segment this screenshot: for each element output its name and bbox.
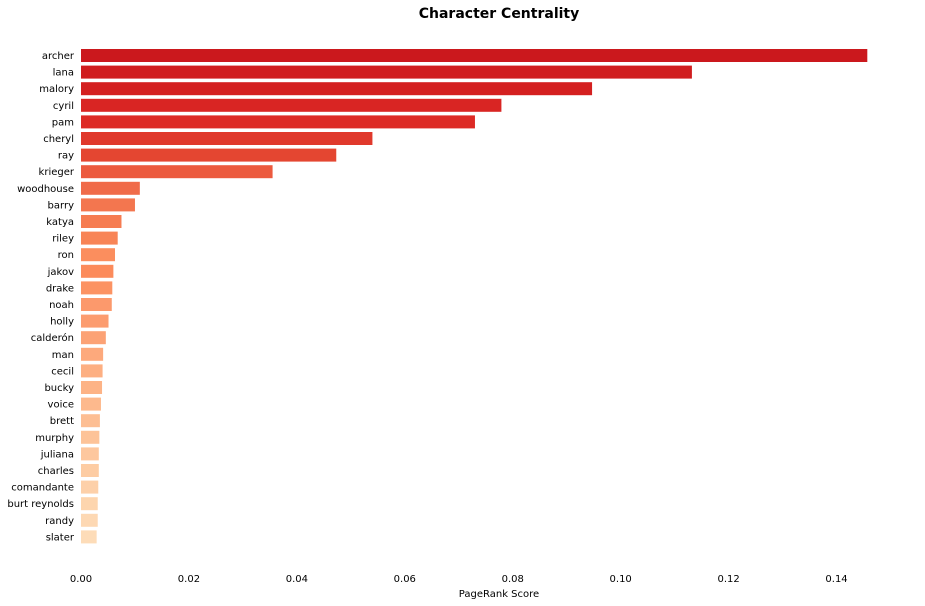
y-tick-label: pam (52, 117, 74, 128)
x-tick-label: 0.00 (70, 574, 92, 585)
bar-riley (81, 231, 118, 245)
bar-brett (81, 414, 100, 428)
bar-malory (81, 82, 593, 96)
x-tick-label: 0.14 (825, 574, 847, 585)
x-tick-label: 0.02 (178, 574, 200, 585)
x-tick-label: 0.04 (286, 574, 308, 585)
bar-ray (81, 148, 337, 162)
bar-drake (81, 281, 113, 295)
y-tick-label: bucky (44, 383, 74, 394)
y-tick-label: cheryl (43, 134, 74, 145)
y-tick-label: drake (46, 283, 74, 294)
x-tick-labels: 0.00 0.02 0.04 0.06 0.08 0.10 0.12 0.14 (70, 574, 848, 585)
y-tick-label: slater (46, 532, 75, 543)
y-tick-label: comandante (11, 483, 74, 494)
y-tick-label: juliana (40, 449, 74, 460)
bar-bucky (81, 381, 103, 394)
y-tick-label: ron (58, 250, 74, 261)
chart-title: Character Centrality (419, 6, 580, 22)
y-tick-label: randy (45, 516, 74, 527)
y-tick-label: brett (50, 416, 74, 427)
y-tick-label: noah (49, 300, 74, 311)
y-tick-label: archer (42, 51, 75, 62)
y-tick-label: katya (46, 217, 74, 228)
bar-lana (81, 65, 692, 79)
x-tick-label: 0.08 (502, 574, 524, 585)
y-tick-label: man (52, 350, 74, 361)
y-tick-label: voice (48, 400, 74, 411)
y-tick-label: barry (48, 200, 75, 211)
bar-murphy (81, 430, 100, 444)
y-tick-label: murphy (35, 433, 74, 444)
bar-woodhouse (81, 181, 140, 195)
bar-cecil (81, 364, 103, 378)
bar-randy (81, 513, 98, 527)
y-tick-label: malory (39, 84, 74, 95)
bar-juliana (81, 447, 99, 461)
y-tick-label: jakov (47, 267, 74, 278)
y-tick-label: calderón (31, 332, 74, 344)
y-tick-label: krieger (39, 167, 75, 178)
y-tick-label: charles (38, 466, 74, 477)
bar-noah (81, 298, 112, 311)
x-tick-label: 0.06 (394, 574, 416, 585)
y-tick-label: cecil (51, 366, 74, 377)
y-tick-label: lana (53, 68, 74, 79)
bar-ron (81, 248, 115, 262)
bar-slater (81, 530, 97, 544)
y-tick-label: cyril (53, 101, 74, 112)
x-axis-label: PageRank Score (459, 589, 539, 600)
y-tick-label: burt reynolds (7, 499, 74, 510)
y-tick-label: riley (52, 234, 74, 245)
y-tick-labels: archer lana malory cyril pam cheryl ray krieger… (7, 51, 75, 543)
y-tick-label: holly (50, 317, 74, 328)
bar-jakov (81, 264, 114, 278)
x-tick-label: 0.12 (717, 574, 739, 585)
bar-archer (81, 49, 868, 62)
bar-cheryl (81, 132, 373, 145)
bar-charles (81, 464, 99, 477)
bar-comandante (81, 480, 99, 494)
bar-voice (81, 397, 101, 411)
bar-pam (81, 115, 475, 129)
bar-calderón (81, 331, 106, 345)
y-tick-label: ray (58, 151, 74, 162)
bar-holly (81, 314, 109, 328)
y-tick-label: woodhouse (17, 184, 74, 195)
bar-katya (81, 215, 122, 228)
bar-man (81, 347, 104, 361)
bar-cyril (81, 98, 502, 112)
bar-burt-reynolds (81, 497, 98, 511)
bars-group (81, 49, 868, 544)
bar-barry (81, 198, 135, 212)
x-tick-label: 0.10 (610, 574, 632, 585)
bar-krieger (81, 165, 273, 179)
